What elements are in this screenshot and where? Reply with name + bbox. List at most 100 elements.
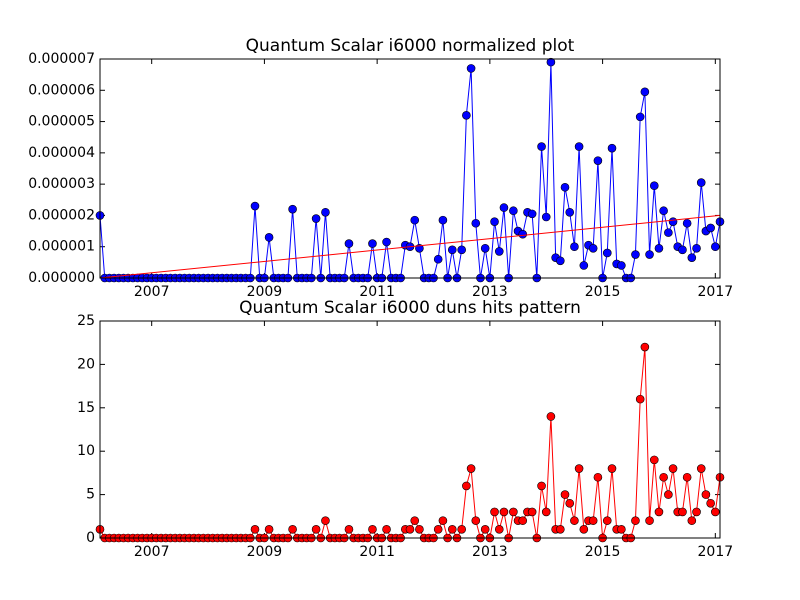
data-point — [682, 218, 692, 228]
x-tick-label: 2017 — [698, 544, 734, 560]
data-point — [570, 516, 579, 525]
data-point — [565, 208, 575, 217]
data-point — [480, 243, 490, 253]
x-tick-label: 2007 — [134, 544, 170, 560]
data-point — [602, 516, 612, 525]
data-point — [565, 498, 575, 508]
data-point — [471, 218, 481, 228]
y-tick-label: 15 — [77, 400, 95, 416]
y-tick-label: 0.000005 — [28, 114, 95, 130]
data-point — [659, 206, 668, 216]
data-point — [631, 516, 640, 525]
data-point — [344, 525, 354, 534]
data-point — [579, 261, 589, 270]
data-point — [659, 472, 668, 482]
data-point — [410, 516, 420, 525]
data-point — [664, 490, 673, 499]
data-point — [678, 507, 687, 517]
data-point — [654, 507, 664, 517]
x-tick-label: 2009 — [247, 544, 283, 560]
data-point — [687, 253, 697, 262]
data-point — [574, 464, 584, 473]
data-point — [570, 242, 579, 252]
x-tick-label: 2007 — [134, 284, 170, 300]
data-point — [499, 203, 509, 212]
data-point — [664, 228, 673, 237]
data-point — [344, 239, 354, 248]
data-point — [250, 201, 260, 211]
data-point — [546, 57, 556, 67]
data-point — [640, 87, 650, 97]
data-point — [321, 208, 330, 217]
data-point — [382, 237, 391, 247]
data-point — [288, 204, 297, 214]
chart-title: Quantum Scalar i6000 normalized plot — [246, 36, 575, 56]
data-point — [560, 182, 570, 192]
data-point — [518, 516, 528, 525]
data-point — [701, 490, 711, 499]
data-point — [678, 245, 687, 255]
data-point — [692, 243, 701, 253]
y-tick-label: 0.000003 — [28, 176, 95, 192]
data-point — [556, 256, 565, 266]
data-point — [706, 498, 715, 508]
data-point — [288, 525, 297, 534]
y-tick-label: 0.000002 — [28, 207, 95, 223]
data-point — [541, 507, 551, 517]
data-point — [635, 112, 645, 122]
series-line — [99, 214, 721, 279]
data-point — [602, 248, 612, 258]
data-point — [457, 245, 466, 255]
data-point — [687, 516, 697, 525]
data-point — [382, 525, 391, 534]
x-tick-label: 2017 — [698, 284, 734, 300]
data-point — [546, 412, 556, 421]
data-point — [438, 516, 448, 525]
data-point — [649, 455, 659, 465]
data-point — [527, 507, 537, 517]
data-point — [607, 143, 617, 153]
data-point — [706, 223, 715, 233]
data-point — [368, 525, 377, 534]
data-point — [415, 525, 424, 534]
data-point — [645, 516, 654, 525]
data-point — [682, 472, 692, 482]
x-tick-label: 2009 — [247, 284, 283, 300]
data-point — [499, 507, 509, 517]
data-point — [537, 142, 546, 151]
y-tick-label: 0.000007 — [28, 51, 95, 67]
data-point — [588, 243, 598, 253]
data-point — [593, 156, 603, 165]
data-point — [447, 245, 457, 255]
y-tick-label: 0.000006 — [28, 82, 95, 98]
data-point — [433, 525, 443, 534]
data-point — [631, 250, 640, 259]
data-point — [490, 507, 499, 517]
data-point — [405, 525, 415, 534]
chart-title: Quantum Scalar i6000 duns hits pattern — [239, 298, 581, 318]
data-point — [509, 507, 518, 517]
data-point — [541, 212, 551, 222]
data-point — [457, 525, 466, 534]
data-point — [711, 242, 720, 252]
data-point — [264, 525, 274, 534]
y-tick-label: 0.000001 — [28, 239, 95, 255]
data-point — [617, 525, 626, 534]
y-tick-label: 20 — [77, 356, 95, 372]
data-point — [574, 142, 584, 151]
data-point — [462, 111, 471, 120]
data-point — [696, 178, 706, 187]
data-point — [438, 215, 448, 225]
plot: Quantum Scalar i6000 normalized plot 0.00… — [28, 36, 733, 300]
data-point — [654, 243, 664, 253]
data-point — [593, 472, 603, 482]
data-point — [635, 394, 645, 404]
data-point — [518, 229, 528, 239]
data-point — [617, 261, 626, 270]
data-point — [588, 516, 598, 525]
data-point — [692, 507, 701, 517]
y-tick-label: 25 — [77, 313, 95, 329]
data-point — [509, 206, 518, 216]
y-tick-label: 5 — [86, 487, 95, 503]
